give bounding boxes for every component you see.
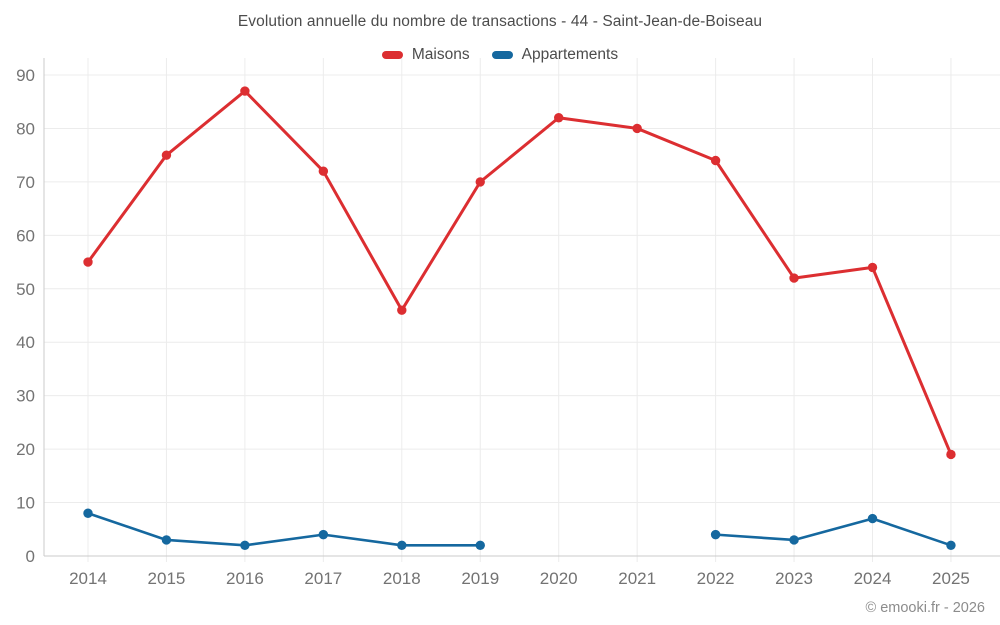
appartements-data-point[interactable] (161, 535, 172, 545)
maisons-data-point[interactable] (318, 166, 329, 176)
y-tick-label: 40 (16, 333, 35, 352)
maisons-data-point[interactable] (161, 150, 172, 160)
appartements-legend-label: Appartements (521, 46, 619, 63)
y-tick-label: 60 (16, 226, 35, 245)
maisons-legend-marker-icon (381, 51, 403, 59)
appartements-legend-marker-icon (491, 51, 513, 59)
y-tick-label: 0 (26, 547, 35, 566)
x-tick-label: 2025 (932, 569, 970, 588)
appartements-data-point[interactable] (710, 529, 721, 540)
y-tick-label: 30 (16, 387, 35, 406)
maisons-data-point[interactable] (240, 86, 250, 96)
appartements-data-point[interactable] (789, 535, 799, 545)
appartements-series-line (714, 517, 953, 547)
appartements-data-point[interactable] (240, 540, 250, 551)
appartements-data-point[interactable] (318, 529, 329, 540)
x-tick-label: 2023 (775, 569, 813, 588)
chart-title: Evolution annuelle du nombre de transact… (237, 13, 763, 30)
x-tick-label: 2022 (697, 569, 735, 588)
maisons-data-point[interactable] (789, 273, 799, 283)
legend-item-maisons[interactable]: Maisons (381, 46, 470, 64)
maisons-legend-label: Maisons (411, 46, 470, 63)
chart-legend: Maisons Appartements (0, 46, 1000, 64)
y-tick-label: 50 (16, 280, 35, 299)
x-tick-label: 2018 (383, 569, 421, 588)
y-tick-label: 10 (16, 494, 35, 513)
maisons-data-point[interactable] (632, 123, 642, 134)
legend-item-appartements[interactable]: Appartements (491, 46, 619, 64)
appartements-data-point[interactable] (867, 513, 878, 524)
x-tick-label: 2017 (304, 569, 342, 588)
maisons-data-point[interactable] (397, 305, 407, 315)
copyright-text: © emooki.fr - 2026 (865, 600, 985, 616)
appartements-data-point[interactable] (397, 540, 407, 551)
x-tick-label: 2015 (148, 569, 186, 588)
appartements-data-point[interactable] (946, 540, 956, 551)
x-tick-label: 2024 (854, 569, 892, 588)
y-tick-label: 90 (16, 66, 35, 85)
maisons-series-line (86, 89, 953, 456)
y-tick-label: 20 (16, 440, 35, 459)
x-tick-label: 2021 (618, 569, 656, 588)
appartements-series-line (86, 511, 482, 547)
maisons-data-point[interactable] (475, 177, 485, 187)
y-tick-label: 70 (16, 173, 35, 192)
appartements-data-point[interactable] (83, 508, 93, 518)
maisons-data-point[interactable] (867, 262, 878, 273)
maisons-data-point[interactable] (710, 155, 721, 166)
x-tick-label: 2014 (69, 569, 107, 588)
x-tick-label: 2016 (226, 569, 264, 588)
maisons-data-point[interactable] (946, 449, 956, 460)
maisons-data-point[interactable] (83, 257, 93, 267)
x-tick-label: 2020 (540, 569, 578, 588)
appartements-data-point[interactable] (475, 540, 485, 551)
y-tick-label: 80 (16, 119, 35, 138)
maisons-data-point[interactable] (554, 113, 564, 123)
x-tick-label: 2019 (461, 569, 499, 588)
